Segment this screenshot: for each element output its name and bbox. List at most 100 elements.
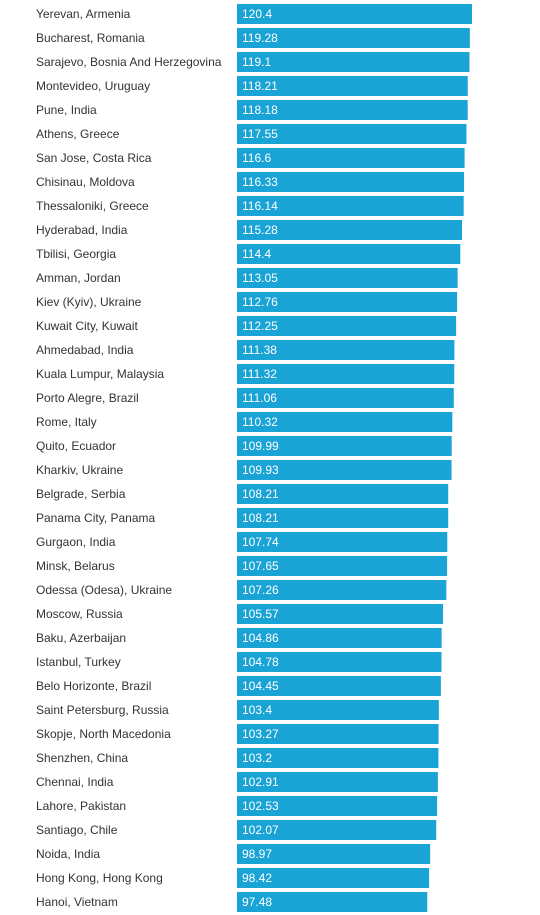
category-label: Saint Petersburg, Russia — [36, 703, 169, 717]
bar — [237, 172, 465, 192]
bar — [237, 292, 458, 312]
bar — [237, 508, 449, 528]
value-label: 108.21 — [242, 487, 279, 501]
bar — [237, 460, 452, 480]
value-label: 116.14 — [242, 199, 278, 213]
bar — [237, 628, 442, 648]
bar — [237, 436, 452, 456]
category-label: Noida, India — [36, 847, 100, 861]
value-label: 107.74 — [242, 535, 279, 549]
category-label: Sarajevo, Bosnia And Herzegovina — [36, 55, 222, 69]
category-label: Santiago, Chile — [36, 823, 118, 837]
category-label: Kuala Lumpur, Malaysia — [36, 367, 164, 381]
value-label: 114.4 — [242, 247, 271, 261]
category-label: Moscow, Russia — [36, 607, 123, 621]
category-label: Amman, Jordan — [36, 271, 121, 285]
value-label: 105.57 — [242, 607, 279, 621]
bar — [237, 148, 465, 168]
category-label: Kiev (Kyiv), Ukraine — [36, 295, 142, 309]
value-label: 109.99 — [242, 439, 279, 453]
bar — [237, 388, 454, 408]
category-label: Skopje, North Macedonia — [36, 727, 171, 741]
value-label: 110.32 — [242, 415, 278, 429]
category-label: Lahore, Pakistan — [36, 799, 126, 813]
value-label: 109.93 — [242, 463, 279, 477]
bar — [237, 820, 437, 840]
value-label: 115.28 — [242, 223, 278, 237]
bar — [237, 76, 468, 96]
bar — [237, 316, 457, 336]
value-label: 108.21 — [242, 511, 279, 525]
bar — [237, 868, 430, 888]
category-label: Istanbul, Turkey — [36, 655, 121, 669]
bar — [237, 52, 470, 72]
bar — [237, 100, 468, 120]
category-label: Ahmedabad, India — [36, 343, 134, 357]
value-label: 111.32 — [242, 367, 277, 381]
bar — [237, 412, 453, 432]
bar — [237, 748, 439, 768]
category-label: Thessaloniki, Greece — [36, 199, 149, 213]
value-label: 118.21 — [242, 79, 278, 93]
bar — [237, 724, 439, 744]
category-label: Hyderabad, India — [36, 223, 128, 237]
value-label: 103.4 — [242, 703, 272, 717]
value-label: 104.45 — [242, 679, 279, 693]
value-label: 111.06 — [242, 391, 277, 405]
bar — [237, 340, 455, 360]
category-label: Belo Horizonte, Brazil — [36, 679, 151, 693]
category-label: Hong Kong, Hong Kong — [36, 871, 163, 885]
category-label: Bucharest, Romania — [36, 31, 145, 45]
category-label: Odessa (Odesa), Ukraine — [36, 583, 172, 597]
value-label: 102.07 — [242, 823, 279, 837]
category-label: Porto Alegre, Brazil — [36, 391, 139, 405]
value-label: 119.28 — [242, 31, 278, 45]
category-label: San Jose, Costa Rica — [36, 151, 152, 165]
category-label: Gurgaon, India — [36, 535, 116, 549]
category-label: Rome, Italy — [36, 415, 97, 429]
category-label: Quito, Ecuador — [36, 439, 116, 453]
value-label: 104.86 — [242, 631, 279, 645]
category-label: Panama City, Panama — [36, 511, 155, 525]
bar — [237, 652, 442, 672]
category-label: Hanoi, Vietnam — [36, 895, 118, 909]
bar — [237, 268, 458, 288]
bar — [237, 580, 447, 600]
bar — [237, 604, 444, 624]
bar — [237, 700, 439, 720]
value-label: 107.65 — [242, 559, 279, 573]
bar — [237, 196, 464, 216]
value-label: 102.53 — [242, 799, 279, 813]
category-label: Montevideo, Uruguay — [36, 79, 150, 93]
value-label: 116.33 — [242, 175, 278, 189]
value-label: 119.1 — [242, 55, 271, 69]
bar — [237, 844, 431, 864]
category-label: Yerevan, Armenia — [36, 7, 131, 21]
bar — [237, 772, 438, 792]
bar — [237, 892, 428, 912]
value-label: 111.38 — [242, 343, 277, 357]
bar — [237, 676, 441, 696]
bar — [237, 796, 438, 816]
category-label: Tbilisi, Georgia — [36, 247, 116, 261]
value-label: 113.05 — [242, 271, 278, 285]
value-label: 98.97 — [242, 847, 272, 861]
bar — [237, 532, 448, 552]
value-label: 102.91 — [242, 775, 279, 789]
category-label: Baku, Azerbaijan — [36, 631, 126, 645]
category-label: Pune, India — [36, 103, 97, 117]
bar — [237, 28, 470, 48]
value-label: 116.6 — [242, 151, 271, 165]
value-label: 120.4 — [242, 7, 272, 21]
bar — [237, 484, 449, 504]
bar — [237, 4, 472, 24]
value-label: 117.55 — [242, 127, 278, 141]
category-label: Minsk, Belarus — [36, 559, 115, 573]
bar — [237, 556, 448, 576]
value-label: 97.48 — [242, 895, 272, 909]
value-label: 118.18 — [242, 103, 278, 117]
category-label: Chisinau, Moldova — [36, 175, 135, 189]
category-label: Athens, Greece — [36, 127, 120, 141]
bar — [237, 124, 467, 144]
